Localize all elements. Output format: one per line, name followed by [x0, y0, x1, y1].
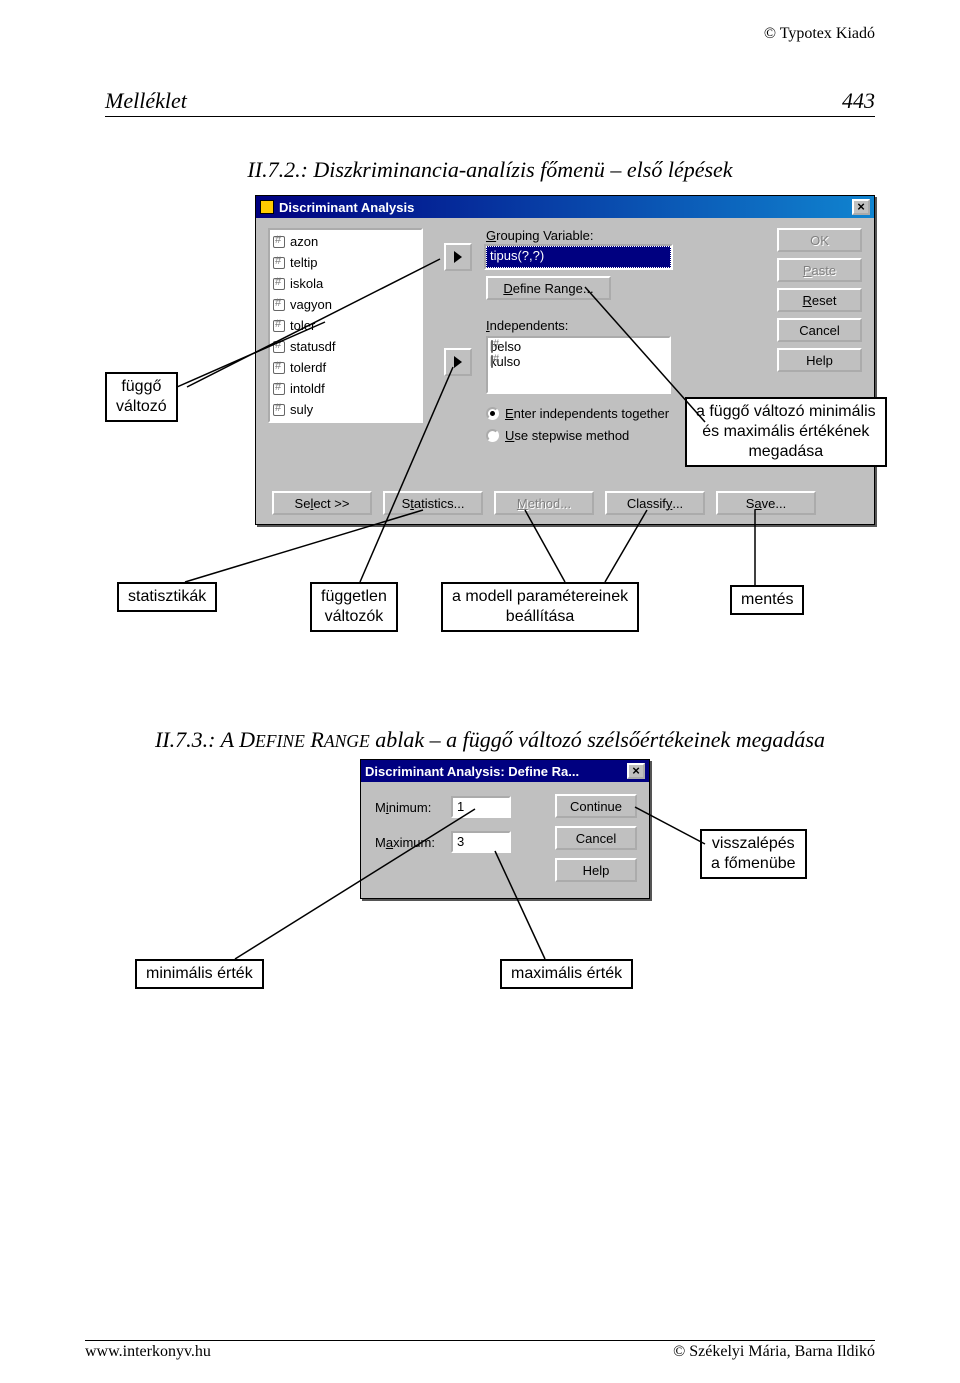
var-item: intoldf	[290, 381, 325, 396]
radio-enter-together[interactable]: Enter independents together	[486, 406, 669, 421]
var-item: teltip	[290, 255, 317, 270]
help-button[interactable]: Help	[555, 858, 637, 882]
dialog-title: Discriminant Analysis	[279, 200, 414, 215]
var-item: vagyon	[290, 297, 332, 312]
grouping-variable-field[interactable]: tipus(?,?)	[486, 246, 671, 268]
radio-icon	[486, 407, 499, 420]
annot-back: visszalépésa főmenübe	[700, 829, 807, 879]
var-icon	[272, 277, 286, 291]
minimum-label: Minimum:	[375, 800, 431, 815]
save-button[interactable]: Save...	[716, 491, 816, 515]
titlebar: Discriminant Analysis: Define Ra... ×	[361, 760, 649, 782]
caption-1: II.7.2.: Diszkriminancia-analízis főmenü…	[105, 157, 875, 183]
close-icon[interactable]: ×	[627, 763, 645, 779]
classify-button[interactable]: Classify...	[605, 491, 705, 515]
var-item: azon	[290, 234, 318, 249]
method-button[interactable]: Method...	[494, 491, 594, 515]
move-to-independents-button[interactable]	[444, 348, 472, 376]
page: © Typotex Kiadó Melléklet 443 II.7.2.: D…	[0, 0, 960, 1383]
diagram-discriminant: Discriminant Analysis × azon teltip isko…	[105, 187, 895, 667]
select-button[interactable]: Select >>	[272, 491, 372, 515]
independents-label: Independents:	[486, 318, 568, 333]
var-item: statusdf	[290, 339, 336, 354]
maximum-label: Maximum:	[375, 835, 435, 850]
annot-indep: függetlenváltozók	[310, 582, 398, 632]
var-icon	[272, 235, 286, 249]
reset-button[interactable]: Reset	[777, 288, 862, 312]
radio-label: Use stepwise method	[505, 428, 629, 443]
annot-max-value: maximális érték	[500, 959, 633, 989]
radio-icon	[486, 429, 499, 442]
dialog-define-range: Discriminant Analysis: Define Ra... × Mi…	[360, 759, 650, 899]
arrow-right-icon	[454, 251, 462, 263]
caption2-suffix: ablak – a függő változó szélsőértékeinek…	[370, 727, 825, 752]
var-item: suly	[290, 402, 313, 417]
define-range-button[interactable]: Define Range...	[486, 276, 611, 300]
var-icon	[272, 319, 286, 333]
arrow-right-icon	[454, 356, 462, 368]
dialog-icon	[260, 200, 274, 214]
annot-model: a modell paramétereinekbeállítása	[441, 582, 639, 632]
caption2-prefix: II.7.3.: A	[155, 727, 239, 752]
minimum-field[interactable]: 1	[451, 796, 511, 818]
var-icon	[272, 256, 286, 270]
publisher-top: © Typotex Kiadó	[105, 25, 875, 43]
titlebar: Discriminant Analysis ×	[256, 196, 874, 218]
footer-left: www.interkonyv.hu	[85, 1343, 211, 1361]
move-to-grouping-button[interactable]	[444, 243, 472, 271]
var-item: iskola	[290, 276, 323, 291]
annot-min-value: minimális érték	[135, 959, 264, 989]
caption-2: II.7.3.: A DEFINE RANGE ablak – a függő …	[105, 727, 875, 753]
annot-dep-var: függőváltozó	[105, 372, 178, 422]
annot-save: mentés	[730, 585, 804, 615]
statistics-button[interactable]: Statistics...	[383, 491, 483, 515]
section-title: Melléklet	[105, 88, 187, 114]
cancel-button[interactable]: Cancel	[777, 318, 862, 342]
radio-stepwise[interactable]: Use stepwise method	[486, 428, 629, 443]
page-footer: www.interkonyv.hu © Székelyi Mária, Barn…	[85, 1340, 875, 1361]
page-header: Melléklet 443	[105, 88, 875, 117]
page-number: 443	[842, 88, 875, 114]
footer-right: © Székelyi Mária, Barna Ildikó	[673, 1343, 875, 1361]
var-item: toler	[290, 318, 315, 333]
variable-list[interactable]: azon teltip iskola vagyon toler statusdf…	[268, 228, 423, 423]
grouping-variable-label: Grouping Variable:	[486, 228, 593, 243]
var-icon	[272, 298, 286, 312]
continue-button[interactable]: Continue	[555, 794, 637, 818]
var-icon	[272, 382, 286, 396]
help-button[interactable]: Help	[777, 348, 862, 372]
paste-button[interactable]: Paste	[777, 258, 862, 282]
diagram-define-range: Discriminant Analysis: Define Ra... × Mi…	[105, 759, 895, 1009]
close-icon[interactable]: ×	[852, 199, 870, 215]
independents-list[interactable]: belso kulso	[486, 336, 671, 394]
dialog-title: Discriminant Analysis: Define Ra...	[365, 764, 579, 779]
ok-button[interactable]: OK	[777, 228, 862, 252]
var-icon	[272, 361, 286, 375]
var-item: tolerdf	[290, 360, 326, 375]
dialog-discriminant-analysis: Discriminant Analysis × azon teltip isko…	[255, 195, 875, 525]
var-icon	[272, 403, 286, 417]
cancel-button[interactable]: Cancel	[555, 826, 637, 850]
maximum-field[interactable]: 3	[451, 831, 511, 853]
var-icon	[272, 340, 286, 354]
caption2-smallcaps: DEFINE RANGE	[239, 727, 370, 752]
annot-stats: statisztikák	[117, 582, 217, 612]
annot-range-box: a függő változó minimálisés maximális ér…	[685, 397, 887, 467]
radio-label: Enter independents together	[505, 406, 669, 421]
